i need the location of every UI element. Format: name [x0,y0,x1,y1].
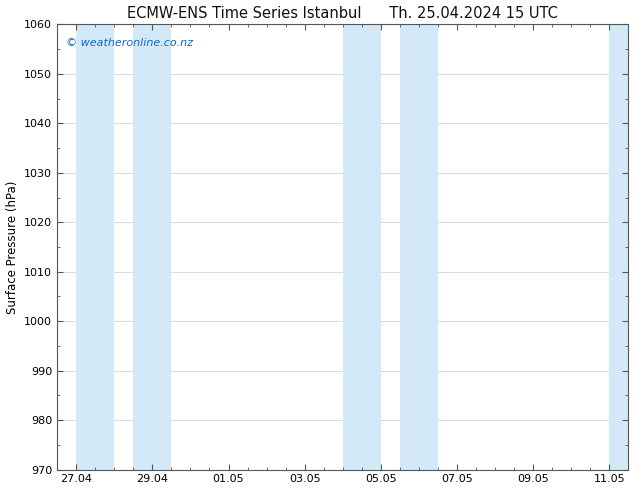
Title: ECMW-ENS Time Series Istanbul      Th. 25.04.2024 15 UTC: ECMW-ENS Time Series Istanbul Th. 25.04.… [127,5,558,21]
Bar [76,24,114,469]
Y-axis label: Surface Pressure (hPa): Surface Pressure (hPa) [6,180,18,314]
Bar [133,24,171,469]
Text: © weatheronline.co.nz: © weatheronline.co.nz [66,38,193,48]
Bar [609,24,628,469]
Bar [400,24,438,469]
Bar [343,24,381,469]
